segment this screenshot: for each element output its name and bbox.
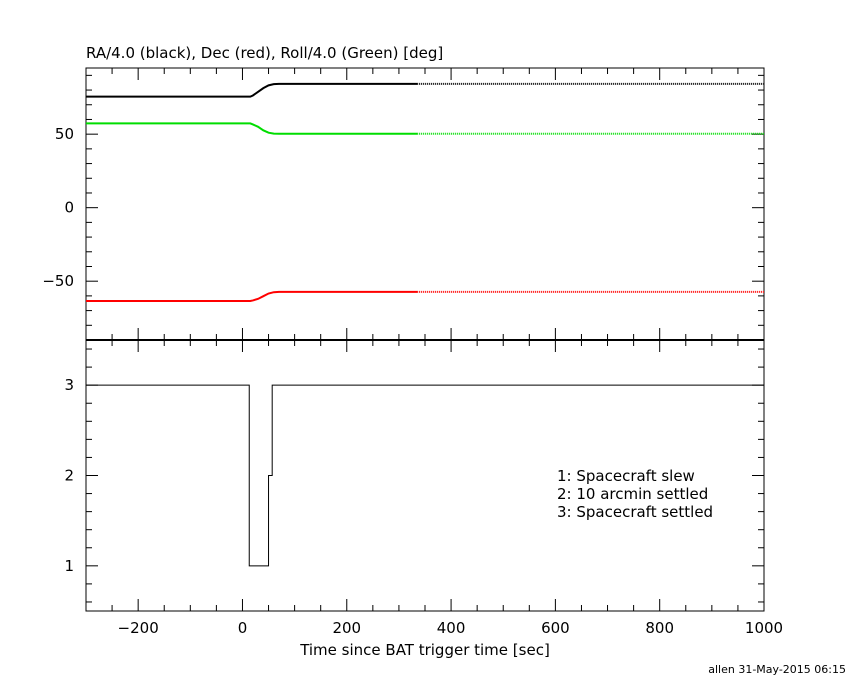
top-panel-frame: [85, 67, 765, 341]
ra-series-line: [86, 82, 418, 98]
footer-credit: allen 31-May-2015 06:15: [708, 663, 846, 676]
x-tick-label: −200: [118, 619, 159, 637]
legend-line-settled: 3: Spacecraft settled: [557, 503, 713, 521]
legend-line-10arcmin: 2: 10 arcmin settled: [557, 485, 708, 503]
x-axis-label: Time since BAT trigger time [sec]: [299, 641, 550, 659]
roll-series-line: [86, 122, 418, 135]
settle-status-step-line: [86, 384, 764, 567]
x-tick-label: 0: [238, 619, 248, 637]
top-y-tick-label: 0: [64, 199, 74, 217]
top-panel-title: RA/4.0 (black), Dec (red), Roll/4.0 (Gre…: [86, 44, 443, 62]
x-tick-label: 400: [437, 619, 466, 637]
bottom-y-tick-label: 2: [64, 467, 74, 485]
bottom-y-tick-label: 3: [64, 376, 74, 394]
top-panel: −50 0 50: [42, 67, 765, 341]
top-y-tick-label: 50: [55, 125, 74, 143]
x-tick-label: 800: [645, 619, 674, 637]
x-tick-label: 200: [332, 619, 361, 637]
legend-line-slew: 1: Spacecraft slew: [557, 467, 695, 485]
top-y-tick-label: −50: [42, 272, 74, 290]
x-tick-label: 1000: [745, 619, 783, 637]
bottom-panel: 1 2 3 −200 0 200 400 600 800 1000: [64, 339, 783, 637]
legend: 1: Spacecraft slew 2: 10 arcmin settled …: [557, 467, 713, 521]
dec-series-line: [86, 290, 418, 303]
x-tick-label: 600: [541, 619, 570, 637]
bottom-y-tick-label: 1: [64, 557, 74, 575]
